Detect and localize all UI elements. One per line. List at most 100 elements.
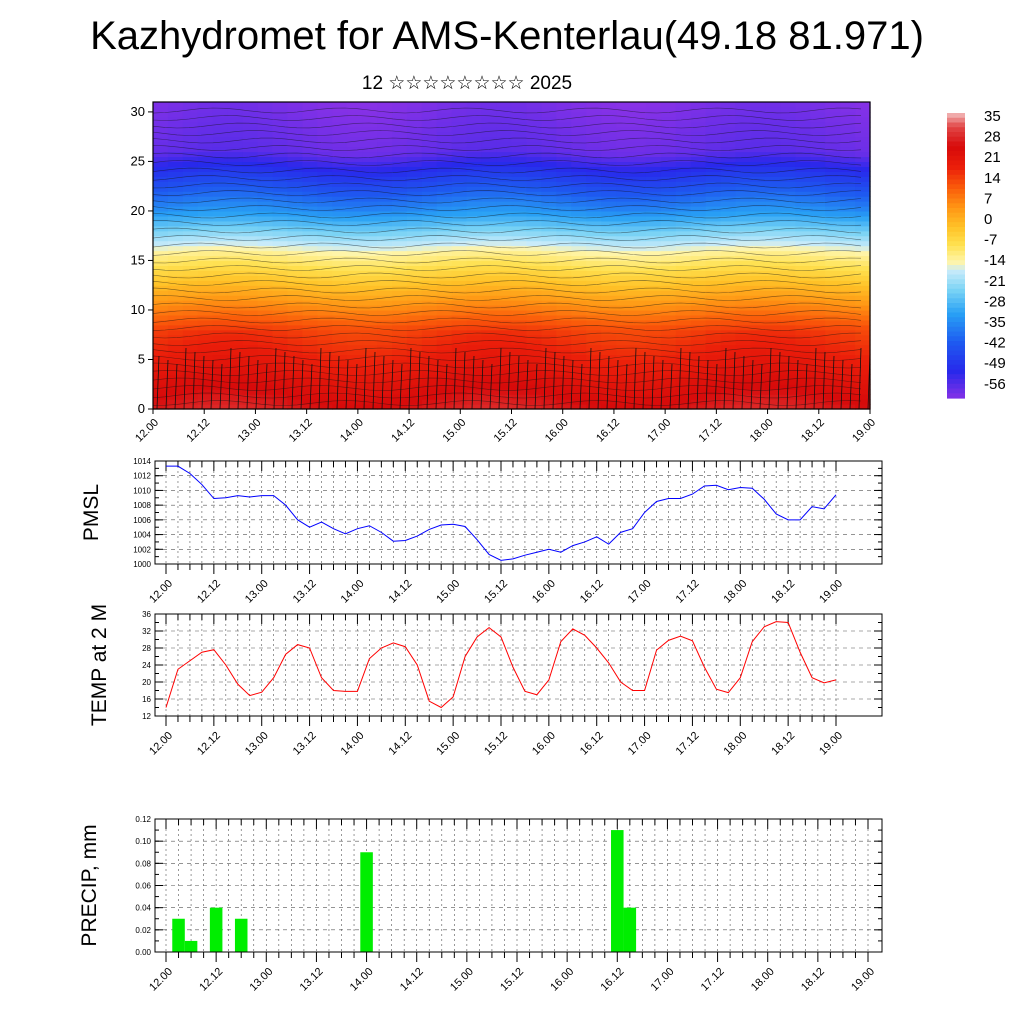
heatmap-cell (556, 339, 572, 346)
heatmap-cell (451, 334, 468, 341)
heatmap-cell (406, 186, 423, 192)
wind-barb (804, 363, 808, 410)
heatmap-cell (347, 384, 363, 390)
heatmap-cell (840, 196, 856, 202)
heatmap-cell (212, 176, 229, 182)
heatmap-cell (541, 349, 557, 356)
heatmap-cell (287, 394, 303, 400)
wind-line (152, 190, 862, 196)
heatmap-cell (541, 389, 557, 395)
colorbar-swatch (947, 307, 965, 314)
heatmap-cell (855, 225, 871, 232)
heatmap-cell (616, 126, 632, 133)
heatmap-cell (377, 290, 393, 296)
heatmap-cell (242, 280, 259, 286)
heatmap-cell (586, 210, 602, 217)
precip-bar (611, 830, 624, 952)
heatmap-cell (825, 324, 841, 331)
heatmap-cell (436, 146, 453, 153)
x-tick-label: 13.00 (247, 966, 275, 994)
heatmap-cell (347, 359, 363, 366)
heatmap-cell (436, 141, 453, 148)
heatmap-cell (750, 339, 767, 346)
heatmap-cell (481, 329, 498, 336)
heatmap-cell (287, 334, 303, 341)
heatmap-cell (481, 354, 498, 361)
heatmap-cell (825, 106, 841, 113)
y-tick-label: 0.04 (135, 904, 151, 913)
heatmap-cell (421, 364, 438, 370)
colorbar-label: 14 (984, 170, 1001, 187)
heatmap-cell (377, 389, 393, 395)
heatmap-cell (287, 319, 303, 326)
heatmap-cell (810, 111, 826, 118)
heatmap-cell (601, 329, 617, 336)
heatmap-cell (855, 255, 871, 262)
heatmap-cell (466, 300, 483, 306)
heatmap-cell (780, 126, 796, 133)
heatmap-cell (526, 329, 542, 336)
heatmap-cell (212, 136, 229, 143)
heatmap-cell (242, 230, 259, 237)
heatmap-cell (347, 225, 363, 232)
heatmap-cell (571, 359, 587, 366)
heatmap-cell (855, 235, 871, 242)
heatmap-cell (332, 359, 348, 366)
heatmap-cell (810, 404, 826, 410)
heatmap-cell (377, 404, 393, 410)
wind-barb (516, 355, 520, 410)
heatmap-cell (496, 106, 513, 113)
heatmap-cell (810, 181, 826, 187)
heatmap-cell (616, 399, 632, 405)
heatmap-cell (840, 116, 856, 123)
heatmap-cell (675, 235, 692, 242)
heatmap-cell (436, 389, 453, 395)
heatmap-cell (795, 220, 811, 227)
heatmap-cell (287, 324, 303, 331)
heatmap-cell (347, 285, 363, 291)
heatmap-cell (317, 270, 333, 276)
heatmap-cell (616, 201, 632, 207)
heatmap-cell (197, 305, 214, 311)
colorbar-swatch (947, 231, 965, 238)
heatmap-cell (526, 131, 542, 138)
heatmap-cell (825, 230, 841, 237)
heatmap-cell (690, 300, 707, 306)
heatmap-cell (795, 384, 811, 390)
heatmap-cell (735, 196, 752, 202)
heatmap-cell (675, 270, 692, 276)
heatmap-cell (705, 270, 722, 276)
wind-barb (849, 363, 853, 410)
heatmap-cell (526, 106, 542, 113)
heatmap-cell (257, 196, 274, 202)
heatmap-cell (317, 141, 333, 148)
heatmap-cell (675, 344, 692, 351)
heatmap-cell (227, 141, 244, 148)
heatmap-cell (616, 205, 632, 212)
heatmap-cell (167, 354, 184, 361)
heatmap-cell (571, 329, 587, 336)
wind-barb (507, 351, 511, 410)
heatmap-cell (481, 349, 498, 356)
heatmap-cell (795, 240, 811, 247)
wind-barb (192, 351, 196, 410)
wind-barb (705, 359, 709, 410)
heatmap-cell (780, 215, 796, 222)
heatmap-cell (526, 295, 542, 301)
heatmap-cell (347, 344, 363, 351)
heatmap-cell (750, 354, 767, 361)
heatmap-cell (227, 196, 244, 202)
heatmap-cell (825, 339, 841, 346)
heatmap-cell (750, 389, 767, 395)
heatmap-cell (825, 220, 841, 227)
heatmap-cell (317, 235, 333, 242)
heatmap-cell (153, 215, 169, 222)
y-tick-label: 20 (131, 203, 145, 218)
wind-barb (444, 363, 448, 410)
heatmap-cell (406, 245, 423, 252)
heatmap-cell (496, 399, 513, 405)
heatmap-cell (197, 329, 214, 336)
heatmap-cell (660, 404, 677, 410)
heatmap-cell (810, 290, 826, 296)
heatmap-cell (332, 196, 348, 202)
